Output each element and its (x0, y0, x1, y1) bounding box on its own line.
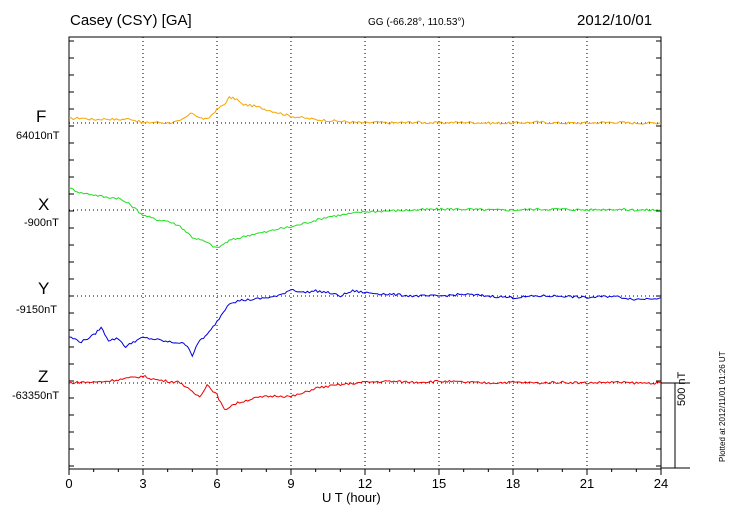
component-z-label: Z (38, 367, 49, 386)
component-y-baseline: -9150nT (16, 304, 57, 316)
scale-bar-label: 500 nT (676, 371, 688, 406)
component-x-baseline: -900nT (24, 217, 59, 229)
series-line-x (68, 187, 662, 249)
x-tick-label: 6 (213, 476, 220, 491)
series-line-y (69, 288, 662, 358)
component-f-label: F (36, 107, 47, 126)
geographic-coordinates: GG (-66.28°, 110.53°) (368, 17, 465, 28)
x-tick-label: 9 (287, 476, 294, 491)
x-tick-label: 18 (506, 476, 520, 491)
component-x-label: X (38, 195, 50, 214)
component-z-baseline: -63350nT (12, 390, 60, 402)
x-axis-label: U T (hour) (322, 490, 381, 505)
x-tick-label: 12 (358, 476, 372, 491)
series-line-f (68, 95, 662, 125)
plotted-timestamp: Plotted at 2012/11/01 01:26 UT (718, 351, 727, 462)
component-y-label: Y (38, 279, 50, 298)
x-tick-label: 3 (139, 476, 146, 491)
x-tick-label: 0 (65, 476, 72, 491)
series-line-z (68, 374, 662, 411)
plot-date: 2012/10/01 (577, 12, 653, 29)
station-title: Casey (CSY) [GA] (70, 12, 192, 29)
x-tick-label: 15 (432, 476, 446, 491)
component-f-baseline: 64010nT (16, 130, 60, 142)
x-tick-label: 21 (580, 476, 594, 491)
x-tick-label: 24 (654, 476, 668, 491)
